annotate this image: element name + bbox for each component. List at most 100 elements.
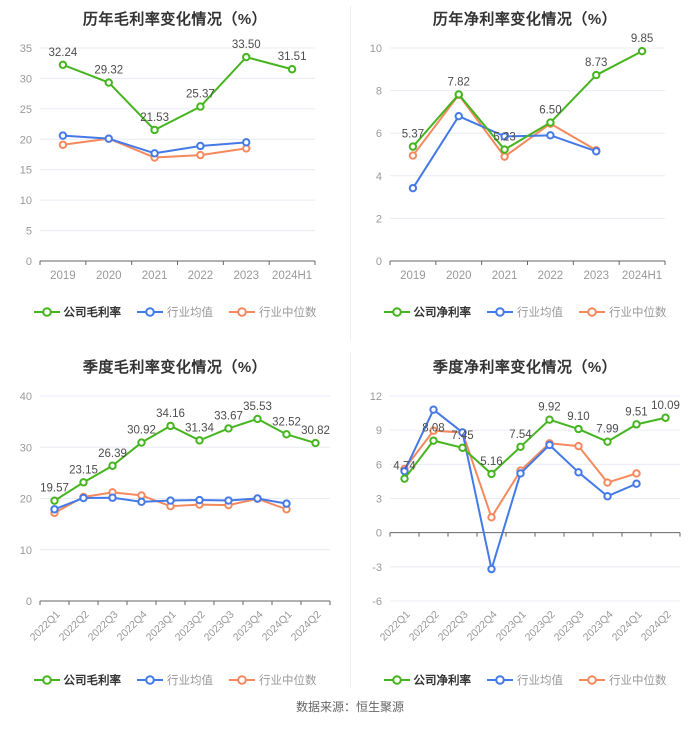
x-axis-labels: 2019 2020 2021 2022 2023 2024H1 <box>400 270 662 282</box>
data-point-marker <box>242 52 251 62</box>
svg-text:2022: 2022 <box>538 270 564 282</box>
svg-text:8: 8 <box>376 86 382 98</box>
data-point-marker <box>637 46 647 56</box>
svg-text:2022Q4: 2022Q4 <box>465 609 500 644</box>
svg-text:20: 20 <box>20 494 32 506</box>
data-point-marker <box>104 78 113 87</box>
gridlines <box>390 395 680 602</box>
gridlines <box>40 47 315 262</box>
data-point-marker <box>632 420 641 429</box>
svg-text:10: 10 <box>20 545 32 557</box>
svg-text:2023: 2023 <box>583 270 609 282</box>
data-point-marker <box>137 497 146 507</box>
data-label: 9.51 <box>625 406 647 418</box>
legend-marker-industry_median-icon <box>579 675 605 685</box>
legend-item-company[interactable]: 公司净利率 <box>383 672 471 688</box>
legend-marker-company-icon <box>33 307 60 317</box>
data-label: 7.54 <box>509 429 532 441</box>
svg-text:2023Q1: 2023Q1 <box>494 609 529 644</box>
data-point-marker <box>454 90 463 99</box>
data-point-marker <box>546 131 555 140</box>
legend-item-industry_avg[interactable]: 行业均值 <box>137 672 213 688</box>
data-label: 8.08 <box>422 423 444 435</box>
data-label: 30.82 <box>301 425 330 437</box>
legend-annual-gross-margin: 公司毛利率 行业均值 行业中位数 <box>0 304 350 320</box>
series-line-company <box>62 56 293 131</box>
data-point-marker <box>487 469 496 479</box>
svg-text:2019: 2019 <box>400 270 426 282</box>
data-point-marker <box>487 513 496 522</box>
legend-item-company[interactable]: 公司净利率 <box>383 304 472 320</box>
data-point-marker <box>253 414 262 424</box>
svg-text:2023: 2023 <box>233 270 259 282</box>
svg-text:9: 9 <box>376 425 382 437</box>
data-point-marker <box>408 151 418 160</box>
svg-text:-6: -6 <box>372 596 382 608</box>
data-point-marker <box>282 499 291 508</box>
chart-panel-annual-net-margin: 历年净利率变化情况（%） 0 2 4 6 8 10 2019 2020 2021 2022 2023… <box>350 0 700 348</box>
data-label: 5.23 <box>493 132 515 144</box>
series-industry_avg <box>50 493 291 514</box>
data-point-marker <box>516 442 525 451</box>
svg-text:2023Q2: 2023Q2 <box>173 609 208 644</box>
data-point-marker <box>632 479 641 488</box>
svg-text:35: 35 <box>20 43 32 55</box>
data-point-marker <box>408 183 418 193</box>
data-point-marker <box>574 424 583 434</box>
svg-text:2023Q2: 2023Q2 <box>523 609 558 644</box>
svg-text:0: 0 <box>376 528 382 540</box>
data-point-marker <box>429 405 438 414</box>
svg-text:0: 0 <box>26 596 32 608</box>
data-point-marker <box>58 60 68 69</box>
svg-text:2024H1: 2024H1 <box>622 270 662 282</box>
data-point-marker <box>195 436 204 445</box>
data-point-marker <box>150 149 159 158</box>
svg-text:5: 5 <box>26 226 32 238</box>
gridlines <box>390 47 665 262</box>
data-point-marker <box>400 466 409 476</box>
legend-item-company[interactable]: 公司毛利率 <box>33 304 121 320</box>
annual-gross-margin-canvas: 0 5 10 15 20 25 30 35 2019 2020 2021 2022 2023 2024H1… <box>20 39 316 282</box>
svg-text:2021: 2021 <box>142 270 168 282</box>
series-line-company <box>412 50 643 151</box>
legend-item-company[interactable]: 公司毛利率 <box>33 672 121 688</box>
legend-label: 公司净利率 <box>413 307 472 319</box>
legend-item-industry_avg[interactable]: 行业均值 <box>137 304 213 320</box>
svg-text:20: 20 <box>20 134 32 146</box>
legend-label: 行业中位数 <box>259 675 317 687</box>
legend-label: 行业均值 <box>167 307 213 319</box>
data-point-marker <box>150 125 159 135</box>
series-company <box>50 414 320 505</box>
svg-text:40: 40 <box>20 391 32 403</box>
data-label: 30.92 <box>127 425 156 437</box>
legend-item-industry_median[interactable]: 行业中位数 <box>579 304 667 320</box>
svg-text:2022Q3: 2022Q3 <box>86 609 121 644</box>
data-point-marker <box>574 441 583 451</box>
legend-item-industry_median[interactable]: 行业中位数 <box>579 672 667 688</box>
svg-text:30: 30 <box>20 73 32 85</box>
data-label: 33.67 <box>214 410 243 422</box>
legend-item-industry_median[interactable]: 行业中位数 <box>229 672 317 688</box>
data-label: 31.51 <box>278 51 307 63</box>
svg-text:2023Q3: 2023Q3 <box>552 609 587 644</box>
legend-label: 行业中位数 <box>259 307 317 319</box>
legend-item-industry_median[interactable]: 行业中位数 <box>229 304 317 320</box>
data-point-marker <box>500 132 509 141</box>
data-point-marker <box>196 150 205 160</box>
data-point-marker <box>311 438 320 448</box>
data-label: 29.32 <box>94 65 123 77</box>
legend-label: 行业均值 <box>517 307 563 319</box>
svg-text:6: 6 <box>376 128 382 140</box>
legend-marker-industry_avg-icon <box>487 675 513 685</box>
data-point-marker <box>224 496 233 505</box>
svg-text:6: 6 <box>376 459 382 471</box>
data-label: 23.15 <box>69 464 98 476</box>
svg-text:2022Q3: 2022Q3 <box>436 609 471 644</box>
data-label: 33.50 <box>232 39 261 51</box>
data-point-marker <box>242 138 251 147</box>
column-divider-top <box>350 6 351 340</box>
legend-item-industry_avg[interactable]: 行业均值 <box>487 304 563 320</box>
series-line-company <box>403 416 666 480</box>
legend-item-industry_avg[interactable]: 行业均值 <box>487 672 563 688</box>
data-point-marker <box>408 142 418 151</box>
